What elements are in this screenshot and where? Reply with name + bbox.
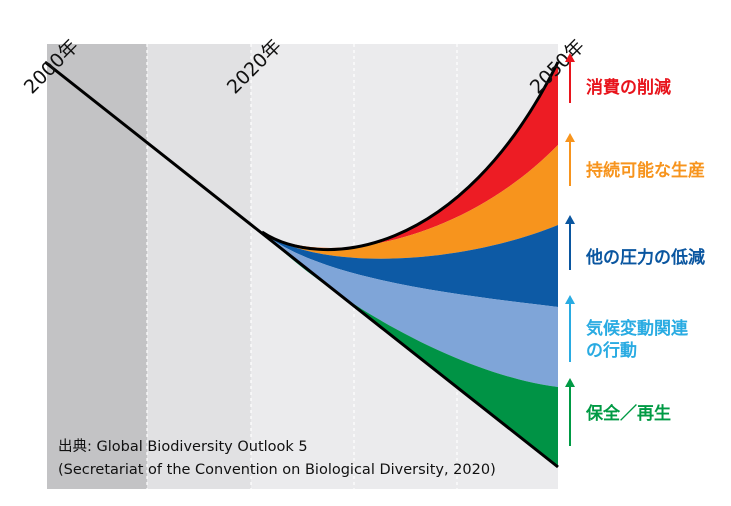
lever-label-climate-line2: の行動 bbox=[586, 341, 637, 361]
source-citation: 出典: Global Biodiversity Outlook 5 (Secre… bbox=[58, 436, 496, 482]
business-as-usual-line bbox=[44, 60, 559, 469]
band-consumption bbox=[262, 62, 558, 250]
lever-label-conservation: 保全／再生 bbox=[586, 404, 671, 424]
lever-label-pressures: 他の圧力の低減 bbox=[586, 248, 705, 268]
lever-label-consumption: 消費の削減 bbox=[586, 78, 671, 98]
arrow-up-icon bbox=[565, 295, 575, 362]
arrow-up-icon bbox=[565, 133, 575, 186]
arrow-up-icon bbox=[565, 53, 575, 103]
source-line-2: (Secretariat of the Convention on Biolog… bbox=[58, 462, 496, 478]
source-line-1: 出典: Global Biodiversity Outlook 5 bbox=[58, 439, 308, 455]
arrow-up-icon bbox=[565, 378, 575, 446]
band-pressures bbox=[262, 225, 558, 307]
arrow-up-icon bbox=[565, 215, 575, 270]
bending-curve-line bbox=[261, 61, 560, 252]
band-climate bbox=[262, 232, 558, 387]
band-production bbox=[262, 145, 558, 259]
recent-period-panel bbox=[147, 44, 251, 489]
lever-label-climate: 気候変動関連 の行動 bbox=[586, 318, 688, 362]
past-period-panel bbox=[47, 44, 147, 489]
lever-label-climate-line1: 気候変動関連 bbox=[586, 319, 688, 339]
lever-label-production: 持続可能な生産 bbox=[586, 161, 705, 181]
